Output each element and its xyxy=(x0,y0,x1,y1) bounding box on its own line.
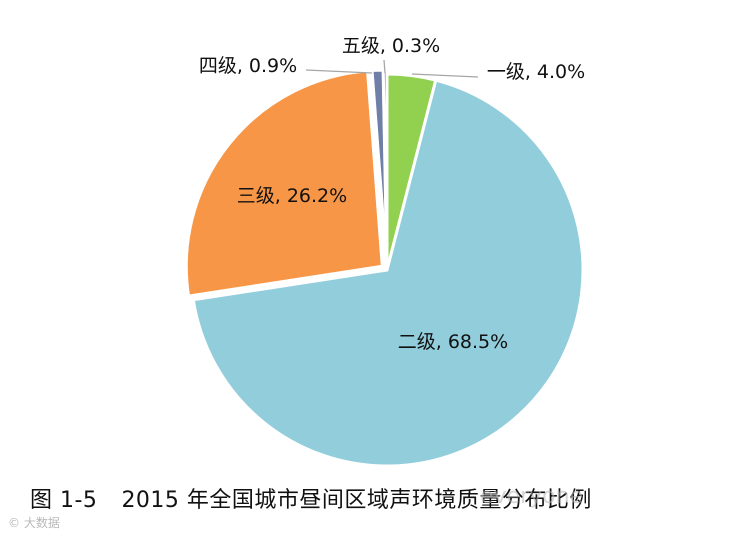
figure-number: 图 1-5 xyxy=(30,488,98,513)
leader-line-grade-4 xyxy=(305,69,373,74)
slice-label-grade-3: 三级, 26.2% xyxy=(237,185,347,207)
slice-label-grade-1: 一级, 4.0% xyxy=(487,61,585,83)
watermark-right: everyone xyxy=(480,484,584,509)
pie-slice-grade-3 xyxy=(184,69,384,298)
slice-label-grade-4: 四级, 0.9% xyxy=(199,55,297,77)
figure-title: 2015 年全国城市昼间区域声环境质量分布比例 xyxy=(121,488,592,513)
slice-label-grade-5: 五级, 0.3% xyxy=(342,35,440,57)
leader-line-grade-1 xyxy=(411,73,479,78)
slice-label-grade-2: 二级, 68.5% xyxy=(398,331,508,353)
leader-line-grade-5 xyxy=(383,59,386,74)
pie-slice-grade-2 xyxy=(191,78,585,468)
figure-caption: 图 1-5 2015 年全国城市昼间区域声环境质量分布比例 xyxy=(30,482,592,514)
watermark-left: © 大数据 xyxy=(8,516,60,530)
